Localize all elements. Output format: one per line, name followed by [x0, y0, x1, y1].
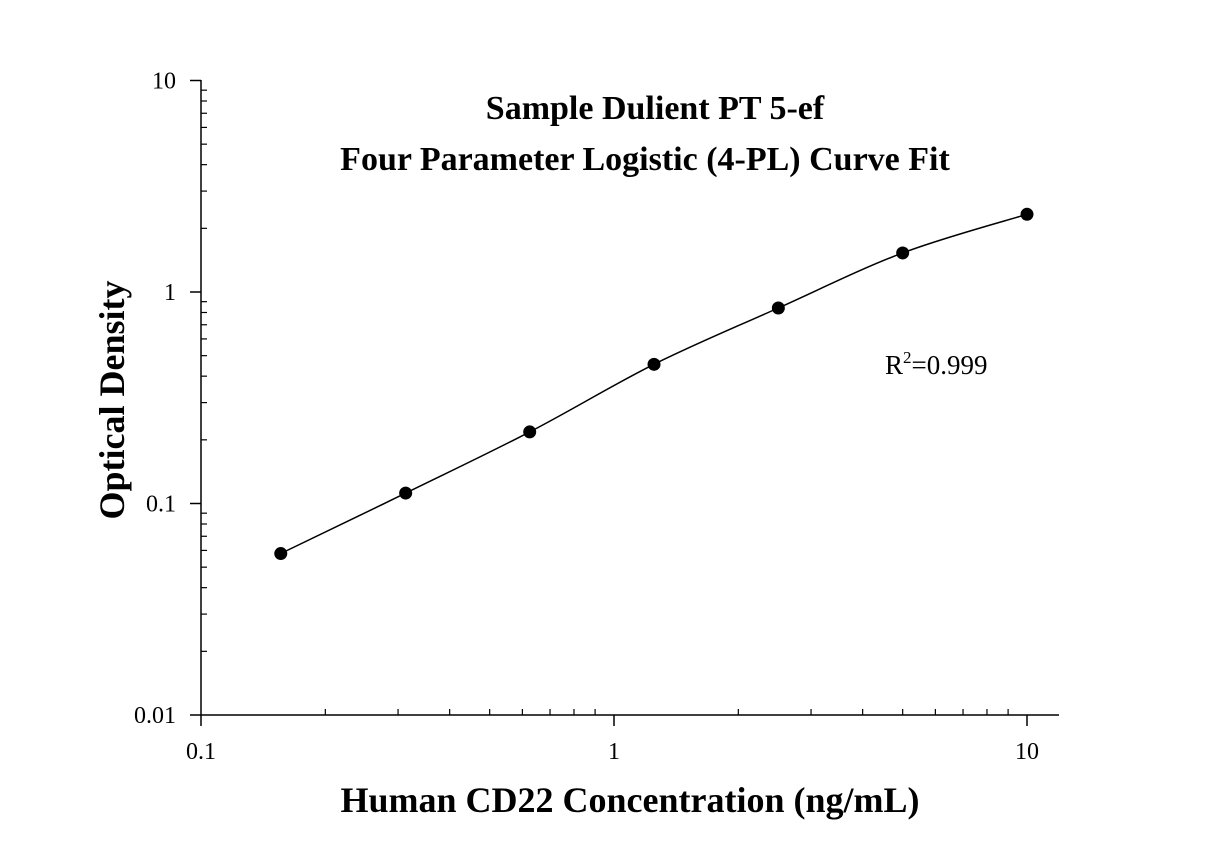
r-squared-base: R — [885, 350, 903, 380]
y-tick-label: 0.01 — [134, 703, 176, 729]
data-point — [1020, 207, 1034, 221]
y-tick-label: 1 — [164, 280, 176, 306]
y-tick-label: 0.1 — [146, 492, 176, 518]
data-point — [896, 246, 910, 260]
data-points — [274, 207, 1034, 561]
y-tick-label: 10 — [152, 69, 176, 95]
data-point — [647, 357, 661, 371]
fit-curve — [280, 213, 1028, 555]
chart-title-line1: Sample Dulient PT 5-ef — [486, 90, 825, 127]
r-squared-sup: 2 — [903, 348, 912, 367]
x-tick-label: 1 — [608, 739, 620, 765]
y-axis-label: Optical Density — [92, 281, 132, 520]
x-tick-label: 0.1 — [186, 739, 216, 765]
chart-title-line2: Four Parameter Logistic (4-PL) Curve Fit — [340, 141, 950, 178]
tick-labels: 0.1 1 10 0.01 0.1 1 10 — [134, 69, 1039, 766]
axes — [200, 80, 1059, 716]
axis-ticks — [190, 79, 1028, 726]
x-axis-label: Human CD22 Concentration (ng/mL) — [340, 780, 919, 820]
r-squared-value: =0.999 — [912, 350, 988, 380]
x-tick-label: 10 — [1015, 739, 1039, 765]
data-point — [771, 301, 785, 315]
data-point — [523, 425, 537, 439]
r-squared-annotation: R2=0.999 — [885, 348, 988, 380]
data-point — [399, 486, 413, 500]
data-point — [274, 547, 288, 561]
